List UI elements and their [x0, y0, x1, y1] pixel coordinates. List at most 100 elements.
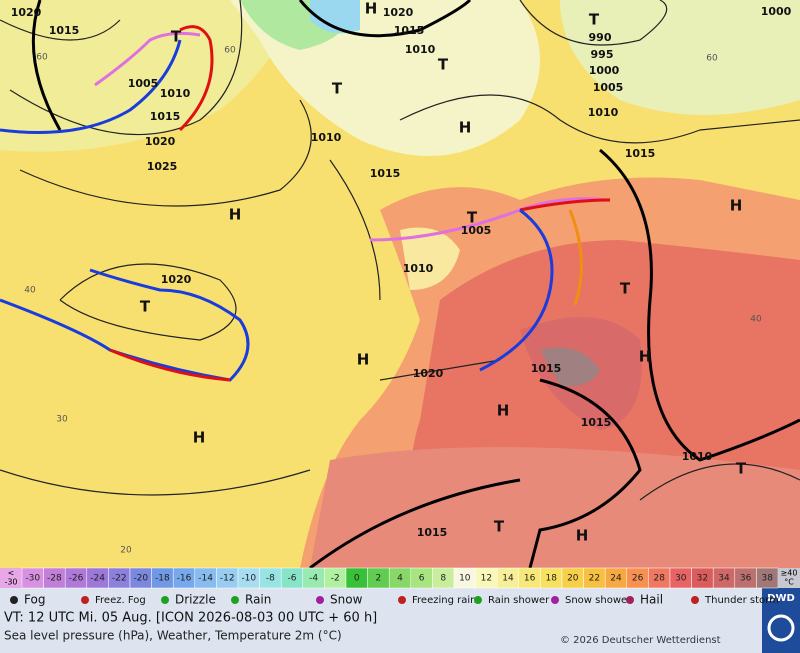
grid-label: 40 — [24, 286, 36, 296]
legend-item: Thunder storm — [704, 595, 779, 606]
scale-label: -30 — [4, 578, 17, 587]
scale-label: °C — [784, 578, 794, 587]
isobar-label: 1010 — [403, 262, 434, 275]
grid-label: 60 — [706, 54, 718, 64]
pressure-center: H — [639, 348, 652, 366]
logo-text: DWD — [767, 593, 795, 604]
legend-item: Snow shower — [565, 595, 632, 606]
scale-box — [778, 568, 800, 588]
isobar-label: 1015 — [150, 110, 181, 123]
scale-label: ≥40 — [781, 569, 798, 578]
legend-item: Hail — [640, 593, 663, 607]
isobar-label: 1015 — [49, 24, 80, 37]
scale-label: -6 — [288, 574, 297, 584]
grid-label: 20 — [120, 546, 132, 556]
isobar-label: 1015 — [394, 24, 425, 37]
legend-icon — [691, 596, 699, 604]
scale-label: 14 — [502, 574, 514, 584]
grid-label: 60 — [36, 53, 48, 63]
scale-label: 0 — [354, 574, 360, 584]
isobar-label: 1020 — [383, 6, 414, 19]
pressure-center: H — [357, 351, 370, 369]
isobar-label: 1010 — [405, 43, 436, 56]
scale-label: 10 — [459, 574, 471, 584]
map-background — [0, 0, 800, 568]
isobar-label: 1005 — [128, 77, 159, 90]
isobar-label: 1015 — [417, 526, 448, 539]
grid-label: 40 — [750, 315, 762, 325]
scale-label: -14 — [198, 574, 213, 584]
scale-label: -2 — [331, 574, 340, 584]
scale-label: -10 — [241, 574, 256, 584]
scale-label: -16 — [177, 574, 192, 584]
scale-label: -18 — [155, 574, 170, 584]
pressure-center: H — [365, 0, 378, 18]
pressure-center: H — [730, 197, 743, 215]
scale-label: 36 — [740, 574, 752, 584]
pressure-center: T — [171, 28, 182, 46]
isobar-label: 1020 — [145, 135, 176, 148]
isobar-label: 1000 — [761, 5, 792, 18]
scale-label: 38 — [761, 574, 773, 584]
scale-label: 26 — [632, 574, 644, 584]
isobar-label: 990 — [589, 31, 612, 44]
subtitle: Sea level pressure (hPa), Weather, Tempe… — [4, 629, 342, 643]
scale-label: -30 — [25, 574, 40, 584]
scale-label: 18 — [545, 574, 557, 584]
legend-icon — [551, 596, 559, 604]
scale-label: 4 — [397, 574, 403, 584]
thick-isobars — [31, 0, 800, 570]
isobar-label: 1015 — [581, 416, 612, 429]
grid-label: 30 — [56, 415, 68, 425]
scale-label: 28 — [653, 574, 665, 584]
legend-icon — [10, 596, 18, 604]
legend-icon — [626, 596, 634, 604]
fronts — [0, 25, 611, 382]
copyright: © 2026 Deutscher Wetterdienst — [560, 635, 721, 646]
scale-box — [0, 568, 22, 588]
isobar-label: 1010 — [588, 106, 619, 119]
isobar-label: 1005 — [461, 224, 492, 237]
pressure-center: T — [467, 209, 478, 227]
isobar-label: 1000 — [589, 64, 620, 77]
pressure-center: T — [620, 280, 631, 298]
legend-icon — [81, 596, 89, 604]
isobar-label: 1020 — [161, 273, 192, 286]
legend-icon — [474, 596, 482, 604]
scale-label: -22 — [112, 574, 127, 584]
isobar-label: 1020 — [11, 6, 42, 19]
scale-label: < — [8, 569, 15, 578]
isobar-label: 1015 — [625, 147, 656, 160]
scale-label: 22 — [589, 574, 600, 584]
scale-label: 24 — [610, 574, 622, 584]
pressure-center: T — [140, 298, 151, 316]
scale-label: 30 — [675, 574, 687, 584]
legend-icon — [231, 596, 239, 604]
scale-label: -28 — [47, 574, 62, 584]
legend-icon — [398, 596, 406, 604]
isobar-label: 1005 — [593, 81, 624, 94]
pressure-center: H — [497, 402, 510, 420]
pressure-center: T — [332, 80, 343, 98]
scale-label: 16 — [524, 574, 536, 584]
pressure-center: H — [459, 119, 472, 137]
legend-item: Drizzle — [175, 593, 216, 607]
scale-label: -12 — [220, 574, 235, 584]
isobar-label: 1015 — [370, 167, 401, 180]
valid-time: VT: 12 UTC Mi. 05 Aug. [ICON 2026-08-03 … — [4, 611, 377, 626]
pressure-center: T — [589, 11, 600, 29]
isobar-label: 1010 — [682, 450, 713, 463]
grid-label: 60 — [224, 46, 236, 56]
scale-label: -20 — [133, 574, 148, 584]
scale-label: 8 — [440, 574, 446, 584]
scale-label: -8 — [266, 574, 275, 584]
legend-icon — [161, 596, 169, 604]
scale-label: 34 — [718, 574, 730, 584]
scale-label: 12 — [481, 574, 492, 584]
legend-item: Fog — [24, 593, 45, 607]
isobars — [0, 0, 800, 501]
scale-label: 20 — [567, 574, 579, 584]
isobar-label: 995 — [591, 48, 614, 61]
isobar-label: 1015 — [531, 362, 562, 375]
isobar-label: 1025 — [147, 160, 178, 173]
